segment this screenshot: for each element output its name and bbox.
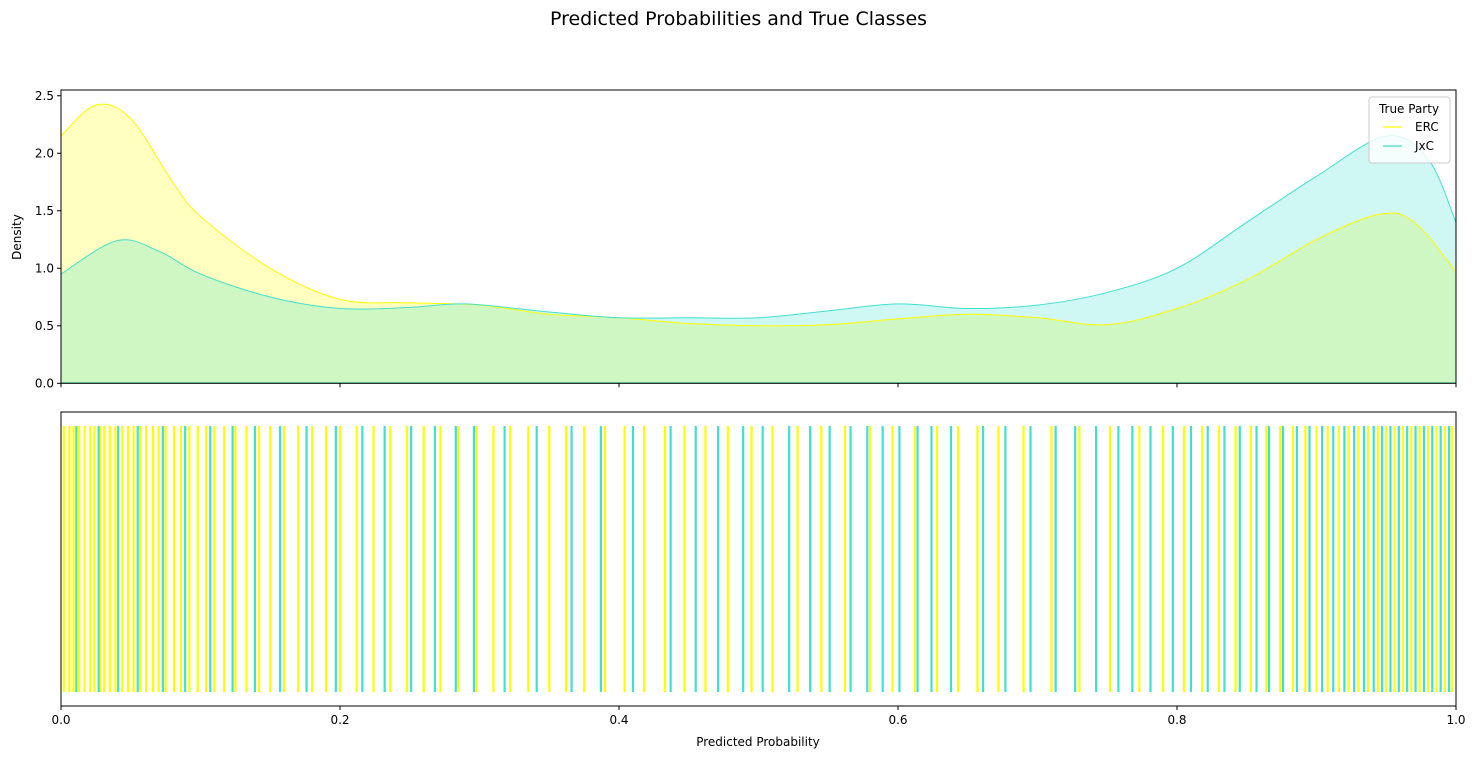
- y-tick-label: 0.0: [35, 376, 54, 390]
- density-axes-frame: [60, 89, 1457, 384]
- x-tick-label: 0.2: [330, 713, 349, 727]
- density-fill-jxc: [61, 135, 1456, 384]
- legend-title: True Party: [1378, 102, 1439, 116]
- density-line-erc: [60, 103, 1457, 327]
- x-tick-label: 1.0: [1446, 713, 1465, 727]
- x-tick-label: 0.8: [1167, 713, 1186, 727]
- x-axis-label: Predicted Probability: [696, 735, 820, 749]
- legend-label-erc: ERC: [1415, 120, 1439, 134]
- x-tick-label: 0.4: [609, 713, 628, 727]
- x-tick-label: 0.0: [51, 713, 70, 727]
- density-fill-erc: [61, 104, 1456, 384]
- x-tick-label: 0.6: [888, 713, 907, 727]
- density-line-jxc: [60, 135, 1457, 319]
- chart-title: Predicted Probabilities and True Classes: [549, 8, 928, 30]
- rug-axes-frame: [60, 411, 1457, 707]
- legend: True Party ERC JxC: [1368, 96, 1451, 164]
- legend-label-jxc: JxC: [1414, 139, 1434, 153]
- y-tick-label: 1.0: [35, 261, 54, 275]
- y-axis-label: Density: [10, 214, 24, 260]
- y-tick-label: 2.0: [35, 146, 54, 160]
- y-tick-label: 0.5: [35, 319, 54, 333]
- y-tick-label: 2.5: [35, 89, 54, 103]
- rug-plot: 0.0 0.2 0.4 0.6 0.8 1.0: [51, 411, 1466, 727]
- density-plot: 0.0 0.5 1.0 1.5 2.0 2.5 True Party ERC JxC: [35, 89, 1457, 390]
- y-tick-label: 1.5: [35, 204, 54, 218]
